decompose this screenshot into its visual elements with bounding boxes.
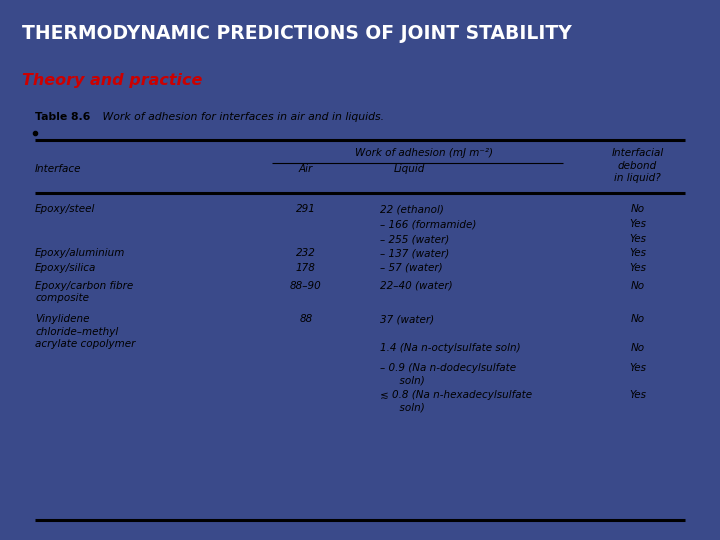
Text: ≲ 0.8 (Na n-hexadecylsulfate
      soln): ≲ 0.8 (Na n-hexadecylsulfate soln) xyxy=(380,390,532,412)
Text: Work of adhesion for interfaces in air and in liquids.: Work of adhesion for interfaces in air a… xyxy=(99,112,384,123)
Text: Table 8.6: Table 8.6 xyxy=(35,112,91,123)
Text: 1.4 (Na n-octylsulfate soln): 1.4 (Na n-octylsulfate soln) xyxy=(380,343,521,354)
Text: 37 (water): 37 (water) xyxy=(380,314,434,325)
Text: 22–40 (water): 22–40 (water) xyxy=(380,281,453,291)
Text: Yes: Yes xyxy=(629,248,646,259)
Text: Yes: Yes xyxy=(629,219,646,230)
Text: Theory and practice: Theory and practice xyxy=(22,73,202,88)
Text: Epoxy/silica: Epoxy/silica xyxy=(35,262,96,273)
Text: No: No xyxy=(631,204,644,214)
Text: No: No xyxy=(631,343,644,354)
Text: 291: 291 xyxy=(296,204,316,214)
Text: 88–90: 88–90 xyxy=(290,281,322,291)
Text: – 255 (water): – 255 (water) xyxy=(380,234,449,244)
Text: Yes: Yes xyxy=(629,262,646,273)
Text: Work of adhesion (mJ m⁻²): Work of adhesion (mJ m⁻²) xyxy=(355,148,493,158)
Text: Air: Air xyxy=(299,164,313,174)
Text: Vinylidene
chloride–methyl
acrylate copolymer: Vinylidene chloride–methyl acrylate copo… xyxy=(35,314,135,349)
Text: THERMODYNAMIC PREDICTIONS OF JOINT STABILITY: THERMODYNAMIC PREDICTIONS OF JOINT STABI… xyxy=(22,24,572,43)
Text: – 166 (formamide): – 166 (formamide) xyxy=(380,219,477,230)
Text: 22 (ethanol): 22 (ethanol) xyxy=(380,204,444,214)
Text: 178: 178 xyxy=(296,262,316,273)
Text: Yes: Yes xyxy=(629,390,646,400)
Text: Yes: Yes xyxy=(629,234,646,244)
Text: Epoxy/steel: Epoxy/steel xyxy=(35,204,96,214)
Text: Liquid: Liquid xyxy=(394,164,426,174)
Text: No: No xyxy=(631,281,644,291)
Text: 88: 88 xyxy=(300,314,312,325)
Text: 232: 232 xyxy=(296,248,316,259)
Text: No: No xyxy=(631,314,644,325)
Text: Interfacial
debond
in liquid?: Interfacial debond in liquid? xyxy=(611,148,664,183)
Text: – 57 (water): – 57 (water) xyxy=(380,262,443,273)
Text: – 137 (water): – 137 (water) xyxy=(380,248,449,259)
Text: Epoxy/aluminium: Epoxy/aluminium xyxy=(35,248,125,259)
Text: – 0.9 (Na n-dodecylsulfate
      soln): – 0.9 (Na n-dodecylsulfate soln) xyxy=(380,363,516,385)
Text: Epoxy/carbon fibre
composite: Epoxy/carbon fibre composite xyxy=(35,281,133,303)
Text: Yes: Yes xyxy=(629,363,646,373)
Text: Interface: Interface xyxy=(35,164,81,174)
